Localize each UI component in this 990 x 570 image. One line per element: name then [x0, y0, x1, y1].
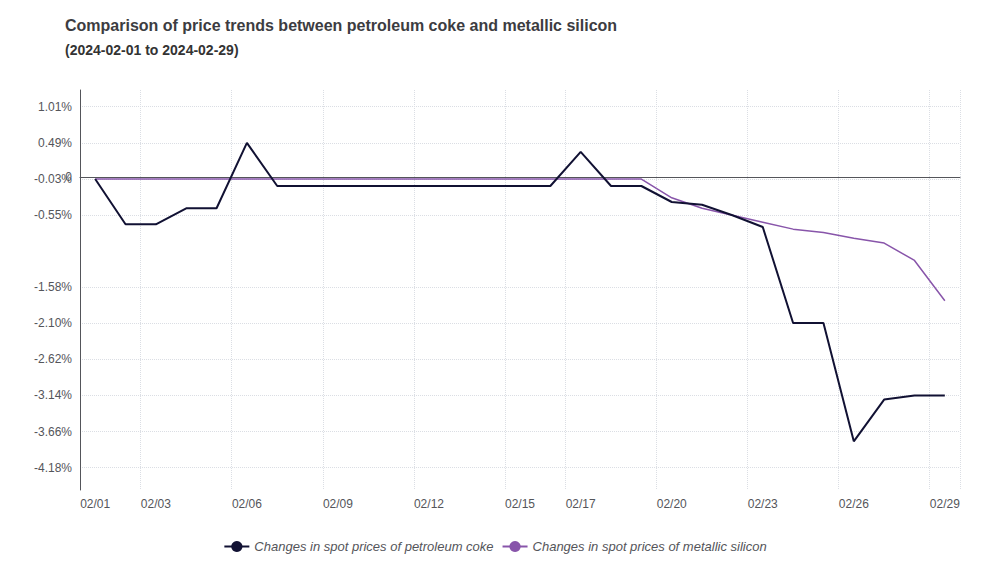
- svg-text:02/06: 02/06: [232, 497, 262, 511]
- svg-text:-0.03%: -0.03%: [34, 172, 72, 186]
- svg-text:-3.66%: -3.66%: [34, 425, 72, 439]
- svg-text:0: 0: [65, 170, 72, 184]
- svg-text:02/09: 02/09: [323, 497, 353, 511]
- svg-text:-2.10%: -2.10%: [34, 316, 72, 330]
- svg-text:-4.18%: -4.18%: [34, 461, 72, 475]
- svg-text:-1.58%: -1.58%: [34, 280, 72, 294]
- svg-text:02/12: 02/12: [414, 497, 444, 511]
- svg-text:-2.62%: -2.62%: [34, 352, 72, 366]
- svg-text:-0.55%: -0.55%: [34, 208, 72, 222]
- svg-text:02/15: 02/15: [505, 497, 535, 511]
- svg-text:(2024-02-01 to 2024-02-29): (2024-02-01 to 2024-02-29): [65, 42, 239, 58]
- svg-text:-3.14%: -3.14%: [34, 388, 72, 402]
- svg-text:02/29: 02/29: [930, 497, 960, 511]
- svg-text:02/03: 02/03: [141, 497, 171, 511]
- svg-text:Changes in spot prices of meta: Changes in spot prices of metallic silic…: [533, 539, 767, 554]
- svg-text:0.49%: 0.49%: [38, 136, 72, 150]
- svg-text:02/23: 02/23: [748, 497, 778, 511]
- svg-text:02/17: 02/17: [566, 497, 596, 511]
- svg-text:02/26: 02/26: [839, 497, 869, 511]
- svg-text:1.01%: 1.01%: [38, 100, 72, 114]
- svg-text:Changes in spot prices of petr: Changes in spot prices of petroleum coke: [254, 539, 493, 554]
- svg-text:Comparison of price trends bet: Comparison of price trends between petro…: [65, 17, 617, 34]
- svg-text:02/01: 02/01: [80, 497, 110, 511]
- svg-text:02/20: 02/20: [657, 497, 687, 511]
